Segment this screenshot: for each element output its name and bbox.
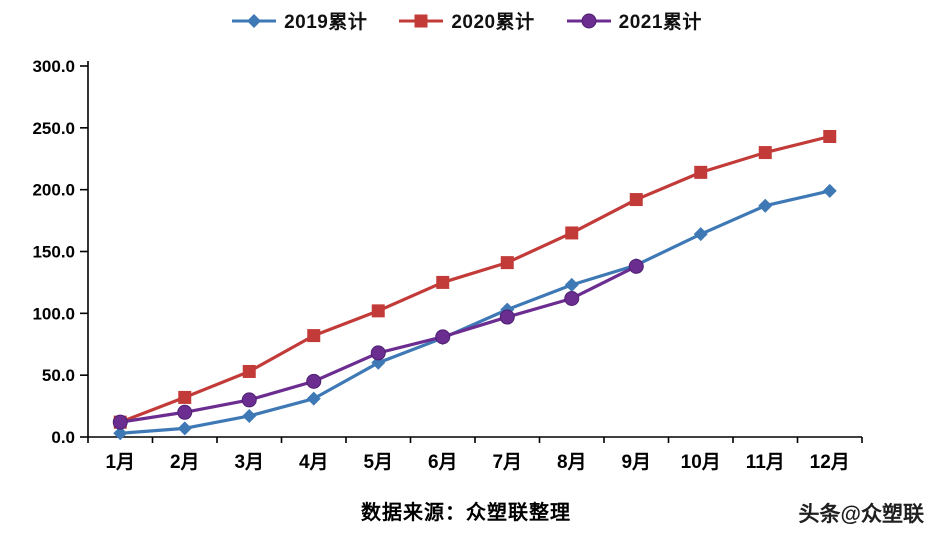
- data-point-square-icon: [242, 364, 256, 378]
- x-tick-label: 7月: [492, 452, 522, 473]
- data-point-circle-icon: [435, 329, 451, 345]
- data-point-square-icon: [823, 129, 837, 143]
- series-line-2019累计: [118, 189, 832, 435]
- data-point-circle-icon: [112, 414, 128, 430]
- data-point-circle-icon: [306, 373, 322, 389]
- y-tick-label: 100.0: [32, 304, 75, 323]
- data-source-caption: 数据来源：众塑联整理: [361, 502, 571, 524]
- y-tick-label: 50.0: [42, 366, 75, 385]
- data-point-circle-icon: [370, 345, 386, 361]
- y-tick-label: 200.0: [32, 181, 75, 200]
- data-point-circle-icon: [499, 309, 515, 325]
- x-tick-label: 5月: [363, 452, 393, 473]
- y-tick-label: 150.0: [32, 243, 75, 262]
- data-point-circle-icon: [241, 392, 257, 408]
- y-tick-label: 300.0: [32, 57, 75, 76]
- legend-item-2021累计: 2021累计: [565, 7, 702, 34]
- x-tick-label: 3月: [234, 452, 264, 473]
- x-tick-label: 9月: [621, 452, 651, 473]
- x-tick-label: 4月: [299, 452, 329, 473]
- legend-item-2020累计: 2020累计: [397, 7, 534, 34]
- data-point-diamond-icon: [242, 408, 257, 423]
- legend-label: 2019累计: [284, 12, 368, 33]
- data-point-diamond-icon: [113, 426, 128, 441]
- data-point-diamond-icon: [564, 277, 579, 292]
- x-tick-label: 1月: [105, 452, 135, 473]
- legend-label: 2021累计: [618, 12, 702, 33]
- legend-marker-circle-icon: [566, 13, 611, 28]
- data-point-diamond-icon: [306, 391, 321, 406]
- data-point-square-icon: [694, 165, 708, 179]
- data-point-square-icon: [758, 146, 772, 160]
- data-point-circle-icon: [177, 404, 193, 420]
- data-point-diamond-icon: [758, 198, 773, 213]
- data-point-square-icon: [565, 226, 579, 240]
- series-line-2020累计: [118, 134, 832, 424]
- x-tick-label: 10月: [681, 452, 721, 473]
- x-tick-label: 11月: [746, 452, 785, 473]
- legend-marker-square-icon: [399, 14, 444, 27]
- y-tick-label: 0.0: [51, 428, 75, 447]
- data-point-diamond-icon: [693, 227, 708, 242]
- x-tick-label: 12月: [810, 452, 850, 473]
- data-point-circle-icon: [564, 290, 580, 306]
- watermark-label: 头条@众塑联: [798, 503, 924, 526]
- x-tick-label: 8月: [557, 452, 587, 473]
- legend-marker-diamond-icon: [232, 13, 277, 28]
- data-point-square-icon: [307, 329, 321, 343]
- data-point-diamond-icon: [177, 421, 192, 436]
- data-point-square-icon: [436, 275, 450, 289]
- data-point-diamond-icon: [822, 183, 837, 198]
- y-tick-label: 250.0: [32, 119, 75, 138]
- data-point-square-icon: [371, 304, 385, 318]
- data-point-square-icon: [178, 390, 192, 404]
- data-point-square-icon: [414, 14, 428, 27]
- data-point-circle-icon: [581, 13, 597, 28]
- data-point-square-icon: [629, 193, 643, 207]
- x-tick-label: 2月: [170, 452, 200, 473]
- chart-legend: 2019累计 2020累计 2021累计: [0, 7, 932, 34]
- data-point-square-icon: [500, 256, 514, 270]
- data-point-circle-icon: [628, 258, 644, 274]
- x-tick-label: 6月: [428, 452, 458, 473]
- data-point-diamond-icon: [247, 13, 262, 28]
- legend-label: 2020累计: [451, 12, 535, 33]
- legend-item-2019累计: 2019累计: [230, 7, 367, 34]
